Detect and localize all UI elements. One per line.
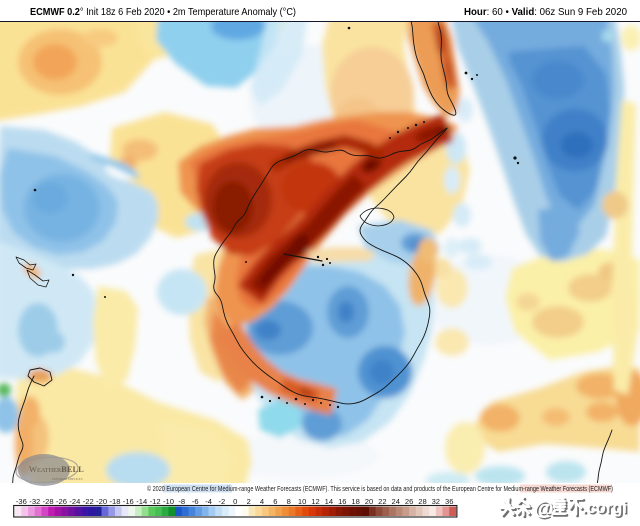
svg-text:.corgi: .corgi [582,499,627,517]
svg-text:Hour: 60 • Valid: 06z Sun 9 Fe: Hour: 60 • Valid: 06z Sun 9 Feb 2020 [464,7,627,18]
svg-text:-22: -22 [83,497,94,506]
svg-text:@: @ [534,498,554,520]
svg-text:-28: -28 [43,497,54,506]
svg-text:8: 8 [287,497,291,506]
svg-text:@: @ [536,500,556,522]
svg-text:-24: -24 [69,497,80,506]
svg-text:36: 36 [445,497,453,506]
svg-text:14: 14 [325,497,333,506]
svg-text:0: 0 [233,497,237,506]
svg-text:ECMWF 0.2° Init 18z 6 Feb 2020: ECMWF 0.2° Init 18z 6 Feb 2020 • 2m Temp… [30,7,296,18]
svg-text:-2: -2 [219,497,226,506]
svg-text:32: 32 [432,497,440,506]
svg-text:6: 6 [273,497,277,506]
svg-text:-6: -6 [192,497,199,506]
svg-text:26: 26 [405,497,413,506]
svg-text:4: 4 [260,497,264,506]
svg-text:-20: -20 [96,497,107,506]
svg-text:-16: -16 [123,497,134,506]
svg-text:-26: -26 [56,497,67,506]
svg-text:.corgi: .corgi [584,501,629,519]
svg-text:-4: -4 [205,497,212,506]
svg-text:2: 2 [247,497,251,506]
svg-text:-10: -10 [163,497,174,506]
svg-text:PREMIUM SERVICES: PREMIUM SERVICES [52,477,83,481]
svg-text:20: 20 [365,497,373,506]
svg-text:28: 28 [418,497,426,506]
svg-text:24: 24 [391,497,399,506]
svg-text:WEATHERBELL: WEATHERBELL [29,464,84,474]
svg-text:16: 16 [338,497,346,506]
svg-text:-14: -14 [136,497,147,506]
svg-text:© 2020 European Centre for Med: © 2020 European Centre for Medium-range … [147,485,613,493]
svg-text:10: 10 [298,497,306,506]
svg-text:-18: -18 [110,497,121,506]
svg-text:22: 22 [378,497,386,506]
svg-text:-12: -12 [150,497,161,506]
svg-text:-8: -8 [178,497,185,506]
svg-text:12: 12 [311,497,319,506]
svg-text:-36: -36 [16,497,27,506]
svg-text:-32: -32 [29,497,40,506]
svg-text:18: 18 [351,497,359,506]
